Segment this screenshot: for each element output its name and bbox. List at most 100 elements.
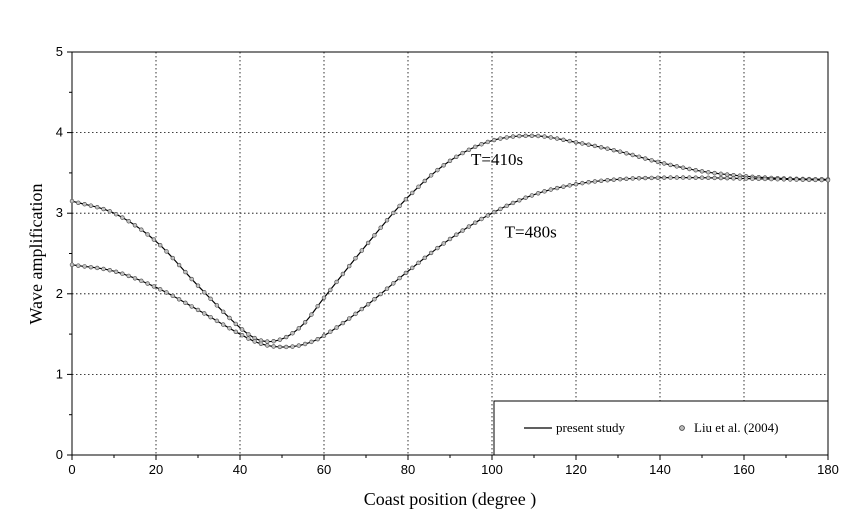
series-marker-0 [674,164,679,169]
series-marker-0 [164,249,169,254]
series-marker-1 [674,175,679,180]
series-marker-1 [617,176,623,182]
series-marker-1 [491,209,497,215]
series-marker-0 [372,233,377,238]
series-marker-0 [265,339,270,344]
series-marker-0 [271,339,276,344]
x-tick-label: 100 [481,462,503,477]
series-marker-1 [252,339,257,344]
series-marker-0 [617,149,623,154]
series-marker-1 [485,213,490,218]
series-marker-0 [712,170,717,176]
series-marker-0 [548,135,553,140]
x-axis-title: Coast position (degree ) [364,489,536,510]
series-marker-1 [271,344,276,349]
series-marker-1 [611,177,616,182]
series-marker-1 [189,304,194,309]
series-marker-1 [410,265,415,271]
x-tick-label: 160 [733,462,755,477]
series-marker-1 [246,336,251,341]
series-marker-1 [233,329,239,335]
series-marker-0 [416,184,421,189]
series-marker-1 [239,333,245,338]
series-marker-0 [410,190,415,196]
series-marker-0 [643,156,648,161]
series-marker-1 [706,175,711,181]
series-marker-0 [611,147,616,153]
series-marker-1 [699,175,705,180]
series-marker-1 [302,341,308,347]
series-marker-1 [107,268,113,273]
series-marker-1 [258,341,264,346]
y-axis-title: Wave amplification [26,184,46,325]
series-marker-0 [624,151,629,156]
series-marker-0 [699,169,705,174]
series-marker-0 [397,203,402,209]
legend-marker-swatch [679,425,685,431]
series-marker-0 [598,145,604,150]
series-marker-0 [391,210,396,216]
series-marker-0 [359,248,364,253]
series-marker-1 [693,175,698,180]
series-marker-0 [284,334,289,340]
series-marker-0 [718,171,724,177]
series-marker-0 [668,162,673,168]
series-marker-0 [586,142,591,147]
series-marker-0 [353,256,358,261]
series-marker-0 [158,243,163,248]
series-marker-1 [561,184,566,189]
legend-marker-label: Liu et al. (2004) [694,420,778,435]
series-marker-1 [586,180,591,185]
series-marker-1 [630,176,635,181]
series-marker-1 [340,320,346,326]
series-marker-1 [214,318,220,324]
series-marker-1 [365,302,371,307]
series-marker-0 [202,290,207,295]
y-tick-label: 1 [56,366,63,381]
legend-line-label: present study [556,420,625,435]
series-marker-1 [800,177,805,182]
series-marker-0 [485,139,490,145]
gridlines [72,52,828,455]
series-marker-0 [321,295,327,301]
series-marker-1 [397,275,402,281]
series-marker-1 [94,265,100,271]
series-marker-0 [277,337,283,342]
series-marker-1 [819,177,824,183]
series-marker-1 [265,343,270,348]
series-marker-1 [529,193,535,198]
legend: present study Liu et al. (2004) [493,400,829,456]
series-marker-0 [498,136,503,141]
series-marker-1 [794,177,799,182]
series-marker-1 [416,260,421,266]
series-marker-0 [435,167,440,173]
series-marker-1 [743,176,749,181]
series-marker-1 [548,187,553,192]
series-marker-1 [712,175,717,181]
series-marker-1 [277,344,283,350]
x-tick-label: 40 [233,462,247,477]
series-marker-0 [120,215,125,220]
series-marker-0 [680,165,686,170]
series-marker-0 [655,159,661,165]
series-marker-1 [731,176,736,181]
series-marker-1 [668,175,673,180]
series-marker-0 [479,142,484,147]
series-marker-0 [69,198,75,204]
series-marker-1 [510,200,516,206]
series-marker-0 [101,206,106,212]
annotation-t480: T=480s [505,222,557,241]
series-marker-0 [636,154,642,159]
series-marker-1 [315,336,320,342]
series-marker-0 [706,170,711,175]
series-marker-1 [769,176,774,182]
series-marker-1 [428,250,434,256]
series-marker-0 [170,255,176,261]
series-marker-1 [624,176,629,181]
series-marker-1 [687,175,692,180]
series-marker-0 [693,168,698,173]
series-marker-0 [580,141,585,146]
series-marker-1 [523,195,528,200]
series-marker-0 [504,135,509,140]
